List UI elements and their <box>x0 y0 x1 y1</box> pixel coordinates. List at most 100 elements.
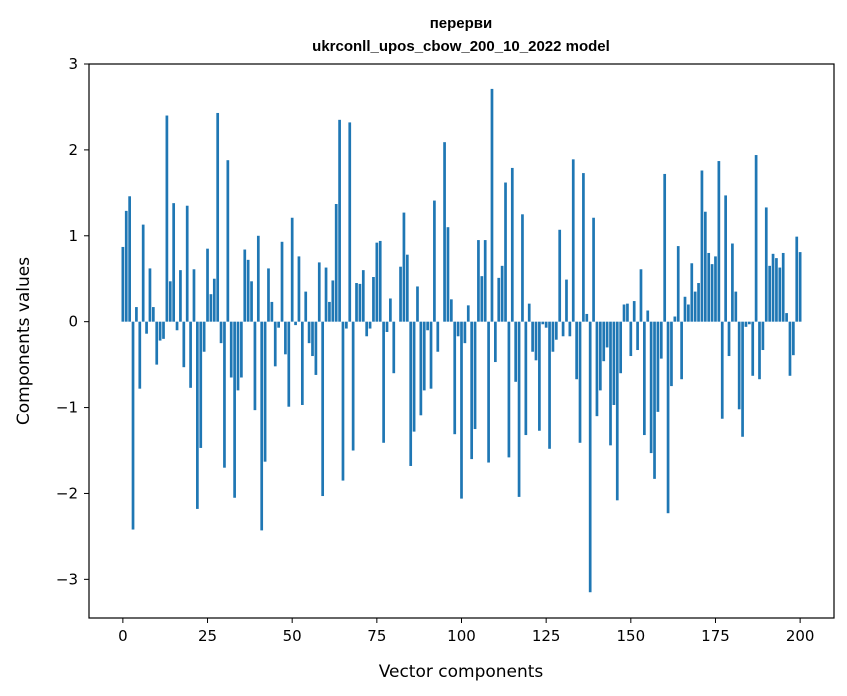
chart-title-line1: перерви <box>430 15 493 32</box>
bar <box>402 212 406 322</box>
bar <box>785 313 788 322</box>
bar <box>294 321 297 326</box>
bar <box>717 161 721 322</box>
bar <box>145 321 148 334</box>
bar <box>615 321 619 501</box>
bar <box>172 203 176 322</box>
y-tick-label: −3 <box>56 570 78 588</box>
bar <box>751 321 755 376</box>
bar <box>287 321 291 407</box>
bar <box>300 321 304 405</box>
bar <box>707 252 711 322</box>
bar <box>632 301 636 322</box>
bar <box>426 321 429 331</box>
x-tick-label: 75 <box>367 627 386 645</box>
bar <box>405 254 409 322</box>
bar <box>609 321 612 446</box>
bar <box>666 321 670 514</box>
bar <box>419 321 423 416</box>
bar <box>582 173 585 322</box>
bar <box>202 321 206 352</box>
bar <box>588 321 592 593</box>
bar <box>504 182 507 322</box>
bar <box>792 321 795 356</box>
bar <box>436 321 440 352</box>
bar <box>392 321 396 374</box>
bar <box>460 321 463 499</box>
bar <box>483 240 487 322</box>
bar <box>314 321 318 375</box>
bar <box>277 321 280 328</box>
bar <box>514 321 518 382</box>
bar <box>148 268 152 322</box>
bar <box>507 321 511 458</box>
bar <box>595 321 599 417</box>
bar <box>473 321 477 430</box>
bar <box>246 259 250 322</box>
bar <box>500 265 504 322</box>
bar <box>331 280 335 322</box>
bar <box>433 200 436 322</box>
bar <box>297 256 301 322</box>
bar <box>422 321 426 391</box>
bar <box>368 321 372 329</box>
bar <box>233 321 236 498</box>
bar <box>531 321 534 352</box>
bar <box>510 167 514 322</box>
bar <box>775 258 778 322</box>
bar <box>175 321 179 331</box>
y-axis-label: Components values <box>14 257 34 425</box>
bar <box>321 321 325 497</box>
bar <box>212 278 216 322</box>
bar <box>697 283 700 322</box>
bar <box>334 204 338 322</box>
x-tick-label: 150 <box>616 627 645 645</box>
x-tick-label: 25 <box>198 627 217 645</box>
bar <box>121 246 125 322</box>
bar <box>663 173 667 322</box>
bar <box>643 321 646 436</box>
bar <box>734 291 738 322</box>
bar <box>494 321 497 363</box>
bar <box>626 303 629 322</box>
bar <box>639 269 643 322</box>
bar <box>358 283 362 322</box>
bar <box>382 321 385 443</box>
bar <box>466 305 470 322</box>
bar <box>565 279 568 322</box>
bar <box>253 321 257 411</box>
bar <box>676 246 680 322</box>
bars-group <box>121 88 802 593</box>
bar <box>544 321 548 328</box>
bar <box>196 321 199 509</box>
bar <box>673 316 677 322</box>
bar <box>477 240 480 322</box>
bar <box>602 321 606 362</box>
x-tick-label: 175 <box>701 627 730 645</box>
x-tick-label: 50 <box>283 627 302 645</box>
bar <box>538 321 541 431</box>
bar <box>687 304 690 322</box>
bar <box>348 122 352 322</box>
bar <box>727 321 731 357</box>
bar <box>720 321 724 419</box>
bar <box>619 321 623 374</box>
bar <box>192 269 196 322</box>
bar <box>409 321 413 466</box>
bar <box>128 196 131 322</box>
x-tick-label: 125 <box>532 627 561 645</box>
bar <box>260 321 264 531</box>
bar <box>795 236 799 322</box>
bar <box>487 321 490 463</box>
y-tick-label: −1 <box>56 399 78 417</box>
bar <box>209 294 213 322</box>
bar <box>236 321 240 391</box>
bar <box>270 301 274 322</box>
bar <box>290 217 294 322</box>
bar <box>548 321 551 449</box>
bar <box>385 321 389 332</box>
bar <box>365 321 369 337</box>
bar <box>764 207 768 322</box>
bar <box>646 310 650 322</box>
bar <box>527 303 531 322</box>
